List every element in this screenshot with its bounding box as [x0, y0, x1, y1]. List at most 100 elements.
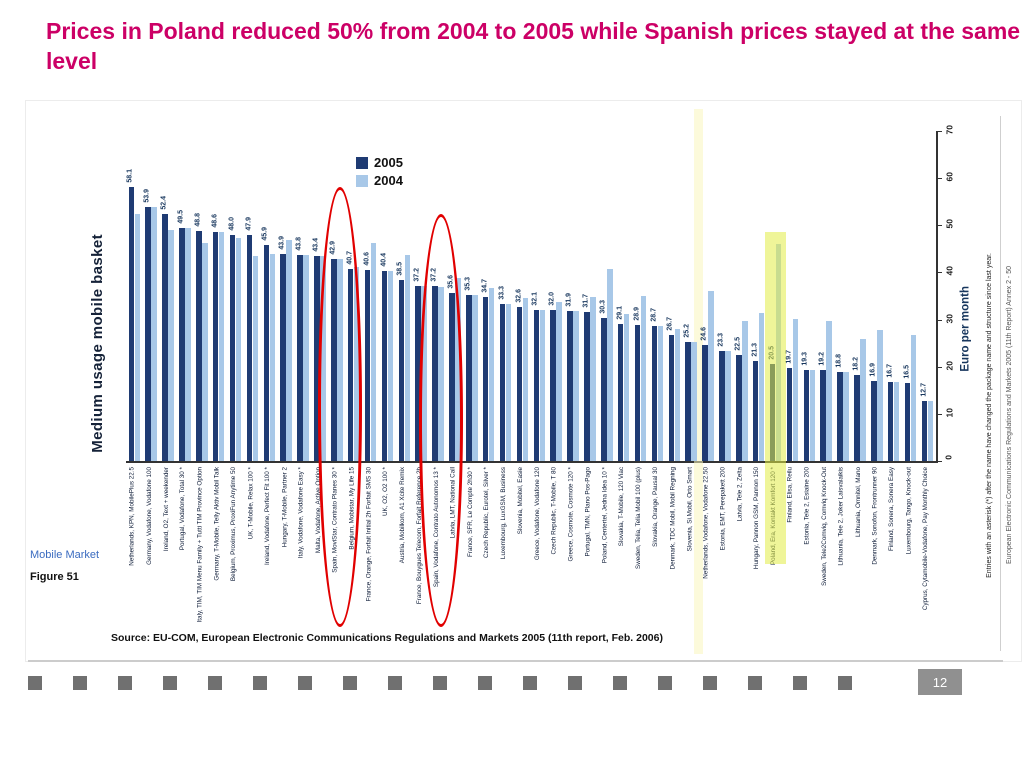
footer-decoration: [28, 676, 883, 690]
bar-2004: [742, 321, 748, 461]
bar-2004: [505, 304, 512, 461]
axis-tick: [936, 319, 942, 321]
footer-square: [163, 676, 177, 690]
bar-2004: [488, 287, 495, 461]
value-label: 43.9: [278, 236, 286, 250]
footer-divider: [28, 660, 1003, 662]
axis-tick-label: 10: [944, 407, 954, 418]
category-label: France, SFR, Le Compte 2h30 *: [466, 467, 474, 557]
footer-square: [658, 676, 672, 690]
legend-label: 2005: [374, 155, 403, 170]
bar-2004: [472, 294, 478, 461]
bar-2005: [499, 304, 506, 461]
category-label: UK, O2, O2 100 *: [382, 467, 390, 517]
page-number: 12: [932, 674, 948, 690]
bar-2005: [550, 310, 556, 461]
value-label: 21.3: [751, 342, 759, 357]
footer-square: [73, 676, 87, 690]
value-label: 30.3: [599, 300, 607, 314]
footer-square: [838, 676, 852, 690]
footer-square: [433, 676, 447, 690]
value-label: 32.1: [532, 291, 539, 306]
bar-2005: [887, 382, 894, 461]
footer-square: [523, 676, 537, 690]
axis-tick: [936, 461, 942, 462]
bar-2005: [719, 351, 725, 461]
bar-2004: [286, 240, 292, 461]
category-label: Slovenia, Si.Mobil, Orto Smart: [685, 467, 693, 552]
value-label: 29.1: [616, 305, 624, 320]
red-circle-annotation: [419, 213, 464, 627]
category-label: Hungary, T-Mobile, Partner 2: [280, 467, 288, 548]
bar-2004: [370, 242, 377, 461]
value-label: 26.7: [667, 317, 674, 331]
bar-2004: [607, 268, 613, 461]
red-circle-annotation: [317, 186, 362, 627]
legend-swatch: [356, 174, 368, 187]
footer-square: [343, 676, 357, 690]
chart-figure: Mobile Market Figure 51 Medium usage mob…: [25, 100, 1022, 662]
bar-2005: [229, 234, 236, 461]
category-label: Lithuania, Omnitel, Mano: [854, 467, 862, 538]
bar-2004: [185, 227, 191, 461]
legend-label: 2004: [374, 173, 403, 188]
bar-2004: [539, 309, 545, 461]
category-label: Hungary, Pannon GSM, Pannon 150: [753, 467, 761, 570]
bar-2005: [381, 270, 388, 461]
category-axis-line: [126, 461, 938, 463]
bar-2004: [134, 214, 140, 461]
bar-2005: [601, 318, 607, 461]
axis-tick-label: 30: [944, 313, 954, 324]
value-label: 34.7: [481, 279, 489, 294]
bar-2005: [736, 354, 742, 461]
footer-square: [208, 676, 222, 690]
value-label: 40.6: [363, 251, 371, 266]
value-label: 48.8: [194, 212, 202, 227]
bar-2004: [151, 206, 157, 461]
category-label: Lithuania, Tele 2, Joker Laisvalaikis: [837, 467, 845, 566]
bar-2004: [927, 401, 934, 461]
category-label: Germany, Vodafone, Vodafone 100: [145, 467, 153, 565]
category-label: Czech Republic, T-Mobile, T 80: [550, 467, 558, 555]
legend-swatch: [356, 156, 368, 169]
bar-2005: [263, 244, 269, 461]
value-label: 38.5: [397, 261, 404, 276]
bar-2004: [404, 255, 410, 461]
footer-square: [748, 676, 762, 690]
bar-2004: [573, 310, 579, 461]
value-label: 12.7: [920, 383, 928, 397]
bar-2005: [617, 323, 624, 461]
value-label: 18.8: [835, 354, 843, 368]
figure-section-label: Mobile Market: [30, 549, 100, 561]
category-label: Poland, Centertel, Jedna Idea 10 *: [601, 467, 609, 564]
bar-2004: [860, 338, 866, 461]
bar-2005: [567, 310, 573, 461]
value-label: 35.3: [464, 276, 472, 291]
bar-2005: [162, 213, 168, 461]
axis-tick: [936, 366, 942, 368]
bar-2005: [415, 285, 421, 461]
category-label: Estonia, EMT, Perepakett 200: [719, 467, 727, 551]
axis-tick: [936, 178, 942, 180]
category-label: Finland, Sonera, Sonera Easy: [888, 467, 896, 552]
value-label: 31.9: [565, 292, 573, 307]
bar-2005: [871, 381, 877, 461]
legend-item: 2004: [356, 173, 403, 188]
axis-tick-label: 60: [944, 172, 954, 182]
value-label: 52.4: [160, 195, 168, 210]
category-label: Ireland, O2, Text + weekender: [162, 467, 170, 552]
bar-2005: [196, 230, 202, 461]
bar-2005: [921, 401, 928, 461]
category-label: Portugal, TMN, Plano Pos-Pago: [584, 467, 592, 557]
bar-2005: [297, 254, 303, 461]
footer-square: [568, 676, 582, 690]
category-label: Germany, T-Mobile, Telly Aktiv Mobil Tal…: [213, 467, 221, 581]
bar-2005: [516, 307, 523, 461]
category-label: Czech Republic, Eurotel, Silver *: [483, 467, 491, 558]
bar-2005: [584, 311, 590, 461]
value-label: 28.9: [633, 306, 641, 321]
value-label: 49.5: [177, 209, 185, 224]
bar-2005: [128, 187, 134, 461]
bar-2004: [269, 253, 275, 461]
